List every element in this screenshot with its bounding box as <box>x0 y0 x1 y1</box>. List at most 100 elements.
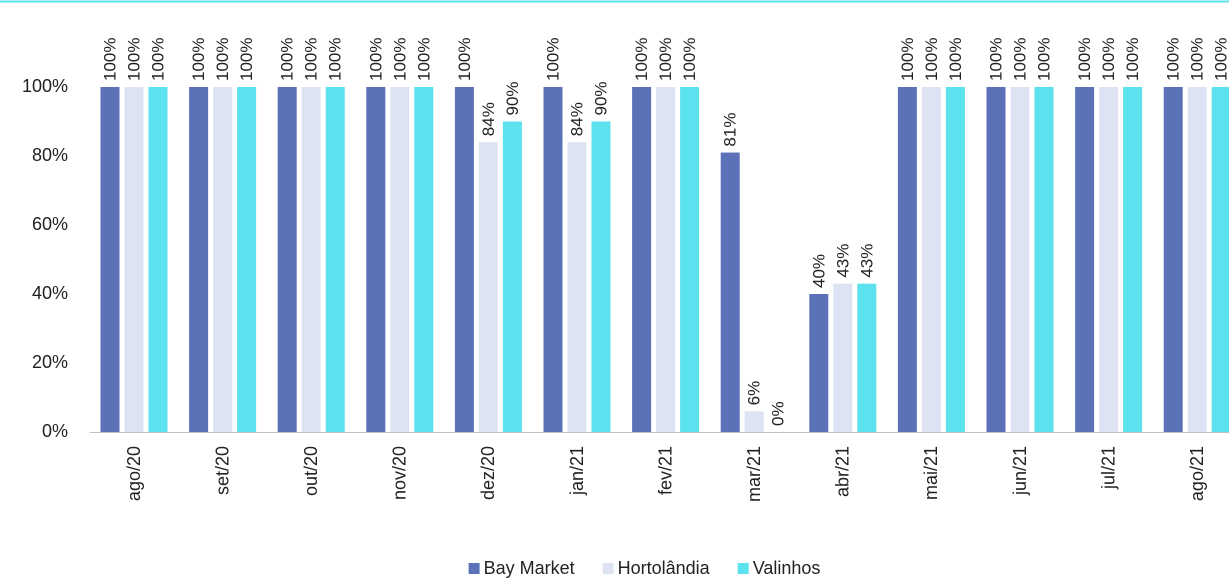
value-label: 43% <box>833 244 852 278</box>
x-tick-label: mai/21 <box>921 446 941 500</box>
bar <box>390 87 410 432</box>
value-label: 84% <box>567 102 586 136</box>
value-label: 100% <box>213 38 232 81</box>
legend-swatch <box>737 563 749 574</box>
bar <box>189 87 209 432</box>
legend-swatch <box>468 563 480 574</box>
x-tick-label: ago/20 <box>124 446 144 501</box>
bar <box>301 87 321 432</box>
x-tick-label: ago/21 <box>1187 446 1207 501</box>
bar <box>591 121 611 432</box>
bar <box>921 87 941 432</box>
legend-swatch <box>602 563 614 574</box>
bar <box>1211 87 1229 432</box>
y-tick-label: 40% <box>32 283 68 303</box>
legend-label: Hortolândia <box>618 558 711 578</box>
value-label: 100% <box>632 38 651 81</box>
value-label: 100% <box>414 38 433 81</box>
value-label: 100% <box>680 38 699 81</box>
x-tick-label: jan/21 <box>567 446 587 496</box>
value-label: 100% <box>189 38 208 81</box>
bar <box>567 142 587 432</box>
bar <box>680 87 700 432</box>
value-label: 100% <box>1212 38 1229 81</box>
bar <box>945 87 965 432</box>
bar <box>809 294 829 432</box>
bar <box>325 87 345 432</box>
y-tick-label: 20% <box>32 352 68 372</box>
bar <box>100 87 120 432</box>
bar <box>478 142 498 432</box>
value-label: 100% <box>366 38 385 81</box>
bar <box>124 87 144 432</box>
bar <box>1099 87 1119 432</box>
bar <box>366 87 386 432</box>
value-label: 100% <box>898 38 917 81</box>
value-label: 84% <box>479 102 498 136</box>
bar <box>1163 87 1183 432</box>
y-tick-label: 0% <box>42 421 68 441</box>
x-tick-label: fev/21 <box>655 446 675 495</box>
value-label: 90% <box>591 81 610 115</box>
value-label: 0% <box>769 401 788 426</box>
legend-label: Bay Market <box>484 558 575 578</box>
bar <box>986 87 1006 432</box>
value-label: 100% <box>1164 38 1183 81</box>
x-tick-label: mar/21 <box>744 446 764 502</box>
value-label: 90% <box>503 81 522 115</box>
value-label: 100% <box>1034 38 1053 81</box>
value-label: 6% <box>745 381 764 406</box>
bar <box>414 87 434 432</box>
value-label: 100% <box>1099 38 1118 81</box>
value-label: 100% <box>1010 38 1029 81</box>
bar <box>502 121 522 432</box>
x-tick-label: nov/20 <box>390 446 410 500</box>
value-label: 40% <box>809 254 828 288</box>
x-tick-label: abr/21 <box>833 446 853 497</box>
value-label: 100% <box>946 38 965 81</box>
bar <box>237 87 257 432</box>
bar <box>656 87 676 432</box>
bar <box>1187 87 1207 432</box>
bar <box>632 87 652 432</box>
bar <box>454 87 474 432</box>
value-label: 100% <box>986 38 1005 81</box>
x-tick-label: jul/21 <box>1098 446 1118 490</box>
x-tick-label: jun/21 <box>1010 446 1030 496</box>
bar <box>1075 87 1095 432</box>
y-tick-label: 80% <box>32 145 68 165</box>
x-tick-label: out/20 <box>301 446 321 496</box>
y-tick-label: 100% <box>22 76 68 96</box>
value-label: 100% <box>1123 38 1142 81</box>
legend-label: Valinhos <box>753 558 821 578</box>
value-label: 100% <box>390 38 409 81</box>
bar <box>277 87 297 432</box>
bar <box>1123 87 1143 432</box>
value-label: 100% <box>1075 38 1094 81</box>
value-label: 100% <box>148 38 167 81</box>
bar <box>744 411 764 432</box>
value-label: 100% <box>543 38 562 81</box>
bar <box>213 87 233 432</box>
bar <box>1034 87 1054 432</box>
value-label: 100% <box>237 38 256 81</box>
value-label: 100% <box>278 38 297 81</box>
value-label: 81% <box>721 113 740 147</box>
bar <box>148 87 168 432</box>
y-tick-label: 60% <box>32 214 68 234</box>
x-tick-label: set/20 <box>212 446 232 495</box>
value-label: 100% <box>922 38 941 81</box>
value-label: 100% <box>124 38 143 81</box>
bar <box>543 87 563 432</box>
bar <box>1010 87 1030 432</box>
value-label: 100% <box>326 38 345 81</box>
bar <box>833 283 853 432</box>
bar <box>720 152 740 433</box>
value-label: 100% <box>100 38 119 81</box>
x-tick-label: dez/20 <box>478 446 498 500</box>
value-label: 43% <box>857 244 876 278</box>
value-label: 100% <box>455 38 474 81</box>
bar <box>857 283 877 432</box>
value-label: 100% <box>656 38 675 81</box>
